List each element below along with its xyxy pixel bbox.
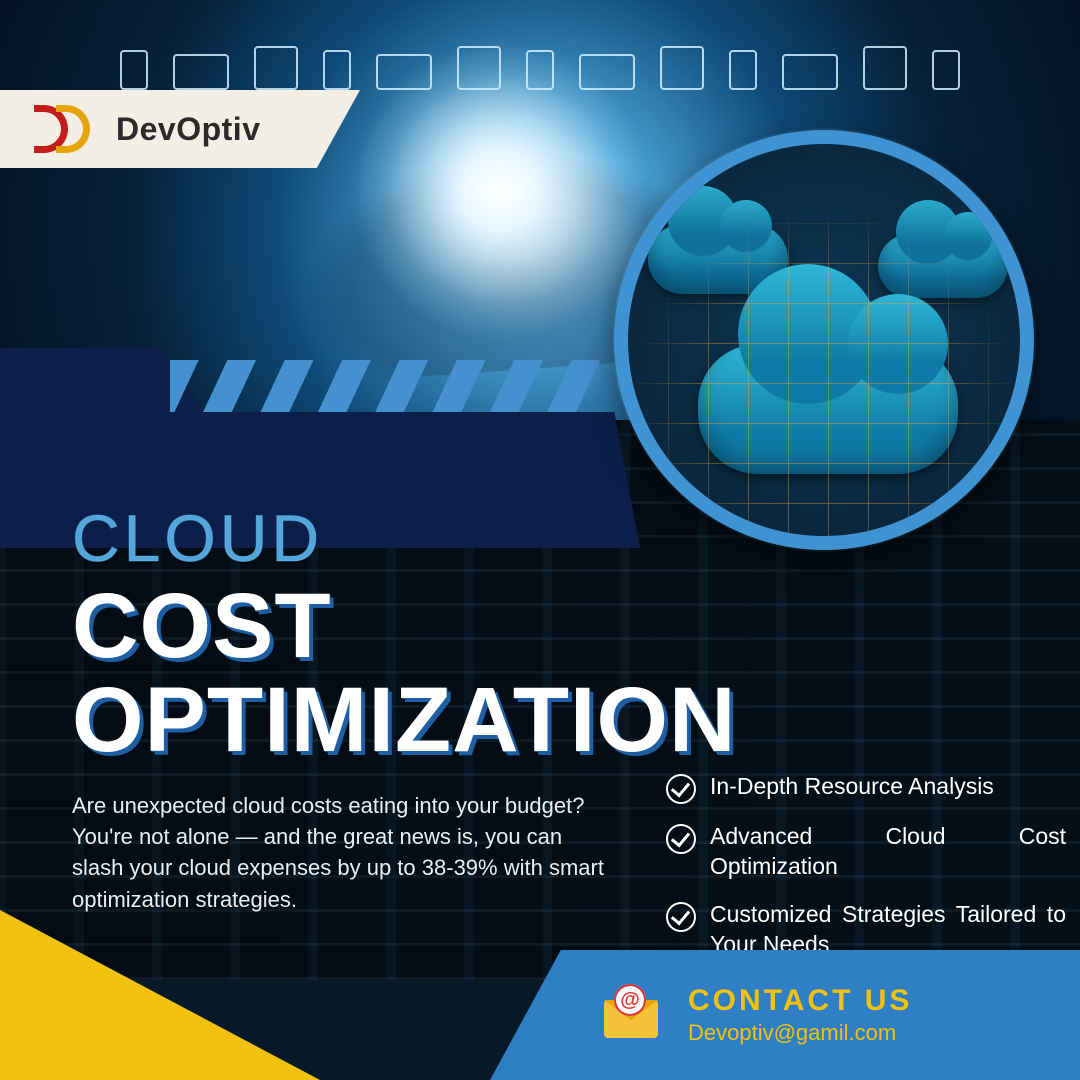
contact-heading: CONTACT US: [688, 984, 912, 1018]
diagonal-hash-bar: [170, 360, 600, 412]
device-icon: [863, 46, 907, 90]
infographic-canvas: DevOptiv CLOUD COST OPTIMIZATION Are une…: [0, 0, 1080, 1080]
device-icon: [579, 54, 635, 90]
check-icon: [666, 902, 696, 932]
logo-mark-icon: [34, 105, 94, 153]
mail-icon: @: [600, 990, 662, 1040]
bullet-text: In-Depth Resource Analysis: [710, 772, 994, 802]
device-icon: [254, 46, 298, 90]
device-icon: [376, 54, 432, 90]
device-icon: [457, 46, 501, 90]
list-item: Advanced Cloud Cost Optimization: [666, 822, 1066, 882]
check-icon: [666, 774, 696, 804]
body-copy: Are unexpected cloud costs eating into y…: [72, 790, 612, 915]
headline-block: CLOUD COST OPTIMIZATION: [72, 500, 792, 765]
circuit-overlay: [628, 144, 1020, 536]
device-icon: [173, 54, 229, 90]
device-icon: [729, 50, 757, 90]
device-icons-row: [120, 10, 960, 90]
contact-banner: @ CONTACT US Devoptiv@gamil.com: [490, 950, 1080, 1080]
device-icon: [660, 46, 704, 90]
bullet-text: Advanced Cloud Cost Optimization: [710, 822, 1066, 882]
feature-bullets: In-Depth Resource Analysis Advanced Clou…: [666, 772, 1066, 978]
check-icon: [666, 824, 696, 854]
device-icon: [526, 50, 554, 90]
device-icon: [323, 50, 351, 90]
device-icon: [932, 50, 960, 90]
contact-text: CONTACT US Devoptiv@gamil.com: [688, 984, 912, 1046]
device-icon: [120, 50, 148, 90]
logo-banner: DevOptiv: [0, 90, 360, 168]
cloud-circle-graphic: [614, 130, 1034, 550]
device-icon: [782, 54, 838, 90]
headline-line2: OPTIMIZATION: [72, 676, 792, 764]
list-item: In-Depth Resource Analysis: [666, 772, 1066, 804]
headline-eyebrow: CLOUD: [72, 500, 792, 576]
contact-email: Devoptiv@gamil.com: [688, 1020, 912, 1046]
headline-line1: COST: [72, 582, 792, 670]
brand-name: DevOptiv: [116, 111, 260, 148]
